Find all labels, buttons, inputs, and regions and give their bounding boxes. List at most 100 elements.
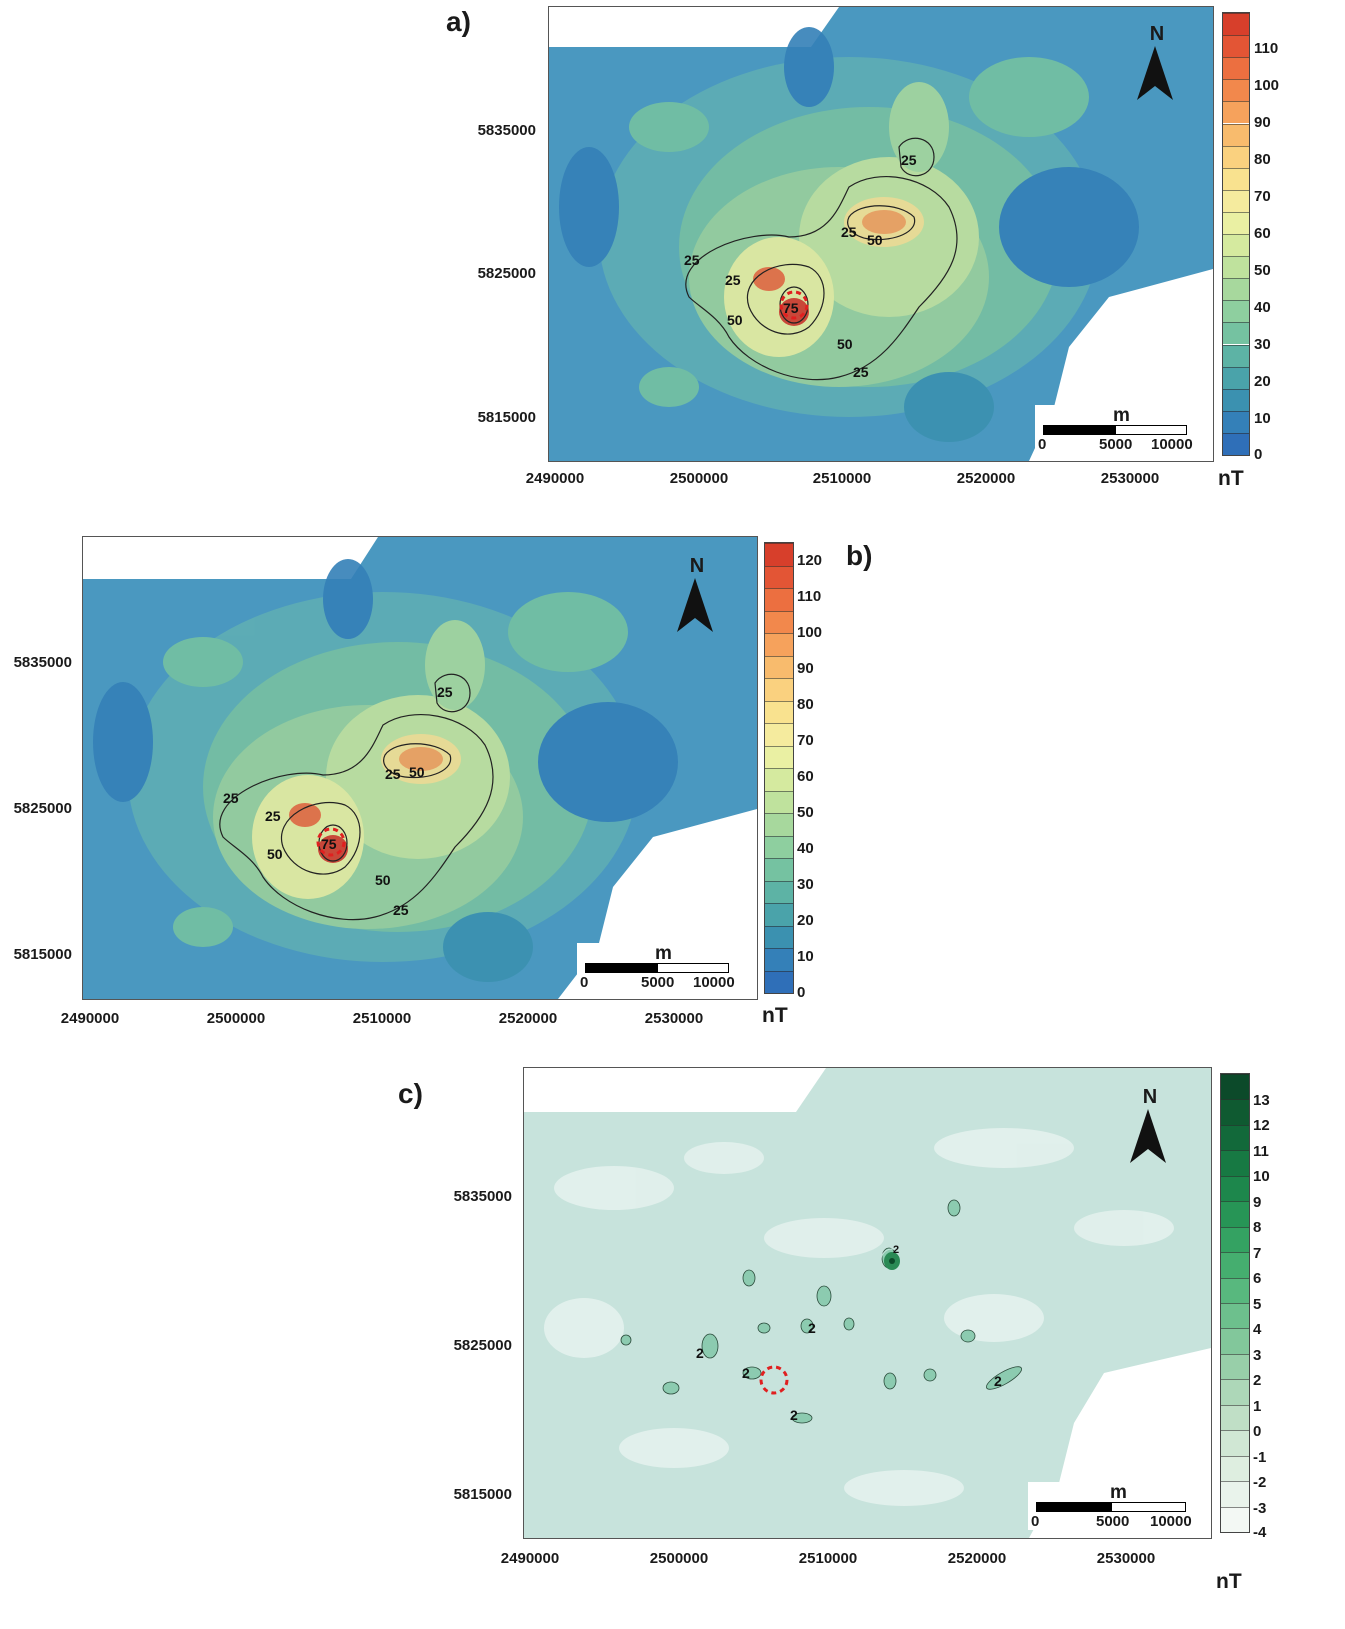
colorbar-swatch: [1223, 388, 1249, 411]
colorbar-label: -1: [1253, 1449, 1267, 1466]
scale-unit: m: [1113, 405, 1130, 426]
x-tick-label: 2520000: [956, 470, 1016, 487]
x-tick-label: 2500000: [669, 470, 729, 487]
y-tick-label: 5815000: [13, 946, 72, 963]
colorbar-swatch: [1223, 189, 1249, 212]
colorbar-swatch: [1221, 1252, 1249, 1278]
colorbar-swatch: [1221, 1303, 1249, 1329]
colorbar-swatch: [765, 835, 793, 858]
colorbar-swatch: [1221, 1175, 1249, 1202]
colorbar-swatch: [765, 745, 793, 768]
colorbar-swatch: [1221, 1430, 1249, 1456]
contour-label: 25: [223, 790, 239, 806]
contour-label: 25: [725, 272, 741, 288]
scale-label: 5000: [641, 974, 675, 991]
y-tick-label: 5825000: [453, 1337, 512, 1354]
colorbar-swatch: [1221, 1150, 1249, 1176]
contour-label: 25: [841, 224, 857, 240]
colorbar-label: 7: [1253, 1245, 1262, 1262]
north-arrow: N: [1128, 1086, 1172, 1163]
colorbar-label: 0: [797, 984, 806, 1001]
colorbar-label: 30: [1254, 336, 1271, 353]
colorbar-swatch: [765, 588, 793, 611]
colorbar-swatch: [1221, 1226, 1249, 1253]
scale-label: 10000: [1151, 436, 1193, 453]
colorbar-label: 80: [797, 696, 814, 713]
colorbar-label: 3: [1253, 1347, 1262, 1364]
scale-label: 10000: [693, 974, 735, 991]
colorbar-swatch: [765, 543, 793, 566]
colorbar-swatch: [1223, 101, 1249, 124]
contour-label: 2: [808, 1320, 816, 1336]
colorbar-swatch: [765, 678, 793, 701]
colorbar-label: 8: [1253, 1219, 1262, 1236]
colorbar-swatch: [765, 655, 793, 678]
colorbar-swatch: [1223, 300, 1249, 323]
colorbar-label: 6: [1253, 1270, 1262, 1287]
colorbar-swatch: [765, 768, 793, 791]
colorbar-label: 110: [797, 588, 822, 605]
panel-label: a): [446, 6, 471, 37]
contour-label: 25: [393, 902, 409, 918]
scale-bar: m 0 5000 10000: [577, 943, 737, 991]
colorbar-swatch: [765, 700, 793, 723]
x-tick-label: 2530000: [1096, 1550, 1156, 1567]
colorbar-swatch: [1223, 211, 1249, 234]
scale-unit: m: [1110, 1482, 1127, 1503]
contour-label: 50: [409, 764, 425, 780]
colorbar-label: -4: [1253, 1524, 1267, 1541]
colorbar-swatch: [1223, 344, 1249, 367]
scale-bar: m 0 5000 10000: [1028, 1482, 1198, 1530]
y-tick-label: 5835000: [477, 122, 536, 139]
x-tick-label: 2500000: [206, 1010, 266, 1027]
scale-bar: m 0 5000 10000: [1035, 405, 1195, 453]
colorbar-swatch: [765, 880, 793, 903]
contour-label: 2: [893, 1244, 899, 1256]
colorbar-label: 5: [1253, 1296, 1262, 1313]
scale-label: 10000: [1150, 1513, 1192, 1530]
colorbar-swatch: [765, 970, 793, 993]
colorbar-label: 40: [1254, 299, 1271, 316]
magnetic-anomaly-map: 25 25 50 25 25 50 75 50 25 N m 0 5000 10…: [82, 536, 758, 1000]
colorbar-swatch: [1223, 145, 1249, 168]
north-letter: N: [1149, 23, 1165, 45]
contour-label: 50: [267, 846, 283, 862]
contour-label: 25: [385, 766, 401, 782]
colorbar-label: 20: [1254, 373, 1271, 390]
colorbar-swatch: [1221, 1328, 1249, 1354]
colorbar-label: 90: [1254, 114, 1271, 131]
x-tick-label: 2490000: [525, 470, 585, 487]
contour-label: 25: [437, 684, 453, 700]
north-arrow: N: [675, 555, 719, 632]
north-letter: N: [1142, 1086, 1158, 1108]
colorbar-unit: nT: [1218, 467, 1244, 490]
map-surface: 2 2 2 2 2 2: [524, 1068, 1211, 1538]
y-tick-label: 5825000: [13, 800, 72, 817]
x-tick-label: 2510000: [352, 1010, 412, 1027]
north-arrow-icon: [1130, 1109, 1166, 1163]
colorbar-swatch: [1221, 1455, 1249, 1482]
x-tick-label: 2530000: [644, 1010, 704, 1027]
colorbar-swatch: [1221, 1353, 1249, 1380]
colorbar-swatch: [765, 633, 793, 656]
colorbar-swatch: [1221, 1506, 1249, 1532]
colorbar-label: 13: [1253, 1092, 1270, 1109]
scale-label: 5000: [1099, 436, 1133, 453]
colorbar-label: 0: [1254, 446, 1263, 463]
colorbar-label: 1: [1253, 1398, 1262, 1415]
colorbar-label: 12: [1253, 1117, 1270, 1134]
colorbar-swatch: [1223, 234, 1249, 257]
map-surface: 25 25 50 25 25 50 75 50 25: [549, 7, 1213, 461]
contour-label: 2: [696, 1345, 704, 1361]
colorbar-swatch: [765, 903, 793, 926]
panel-label: b): [846, 540, 873, 571]
scale-unit: m: [655, 943, 672, 964]
colorbar-label: 110: [1254, 40, 1279, 57]
scale-label: 0: [1038, 436, 1047, 453]
contour-label: 2: [790, 1407, 798, 1423]
residual-anomaly-map: 2 2 2 2 2 2 N m 0 5000 10000: [523, 1067, 1212, 1539]
colorbar-swatch: [765, 565, 793, 588]
scale-label: 0: [1031, 1513, 1040, 1530]
colorbar-swatch: [1221, 1404, 1249, 1431]
north-arrow: N: [1135, 23, 1179, 100]
